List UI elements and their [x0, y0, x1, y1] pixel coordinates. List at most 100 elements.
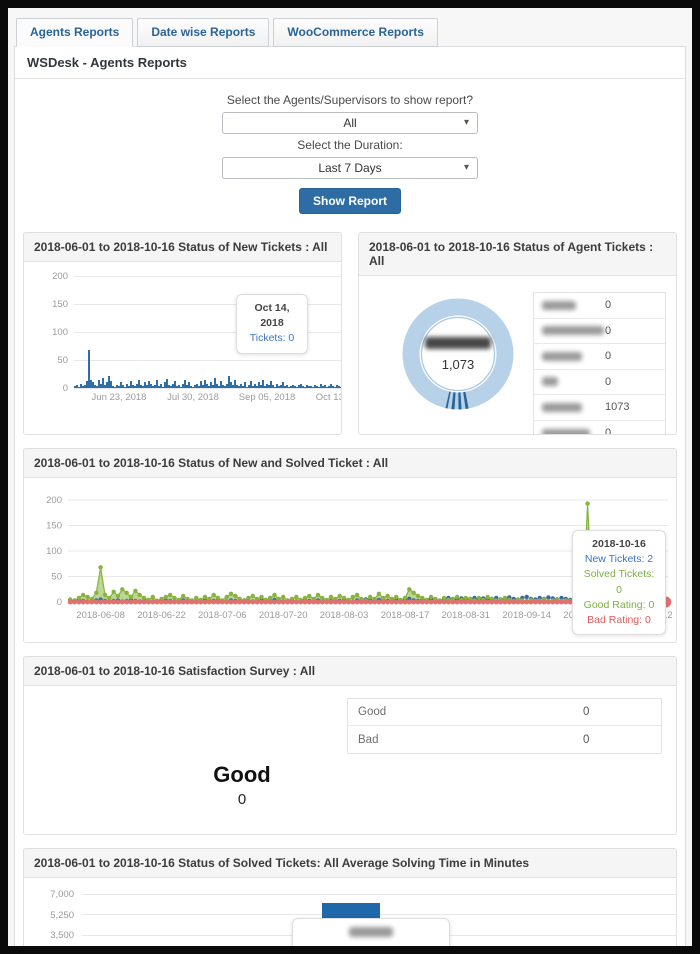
solved-tickets-dot — [81, 592, 86, 598]
bar — [140, 384, 142, 388]
redacted-status-label — [542, 377, 558, 387]
solved-tickets-dot — [485, 594, 490, 600]
rating-dot — [298, 599, 304, 605]
bar — [154, 384, 156, 388]
rating-dot — [524, 599, 530, 605]
rating-dot — [198, 599, 204, 605]
bar — [330, 383, 332, 388]
bar — [142, 385, 144, 388]
solved-tickets-dot — [111, 589, 116, 594]
bar — [98, 380, 100, 388]
rating-dot — [537, 599, 543, 605]
y-axis-label: 7,000 — [50, 889, 74, 900]
rating-dot — [89, 599, 95, 605]
donut-svg — [402, 298, 514, 410]
rating-dot — [315, 599, 321, 605]
table-row: 0 — [534, 293, 665, 319]
status-count: 0 — [605, 350, 612, 363]
agents-select-value: All — [343, 116, 357, 130]
bar — [130, 381, 132, 388]
rating-dot — [111, 599, 117, 605]
bar — [334, 386, 336, 388]
bar — [164, 382, 166, 388]
bar — [132, 384, 134, 388]
rating-dot — [367, 599, 373, 605]
bar — [84, 384, 86, 388]
bar — [86, 381, 88, 388]
table-row: 0 — [534, 319, 665, 344]
bar — [210, 382, 212, 388]
bar — [166, 379, 168, 388]
bar — [200, 381, 202, 388]
rating-dot — [76, 599, 82, 605]
solved-tickets-dot — [115, 593, 121, 599]
bar — [74, 386, 76, 388]
rating-dot — [567, 599, 573, 605]
bar — [136, 383, 138, 388]
panel-solving-time: 2018-06-01 to 2018-10-16 Status of Solve… — [23, 848, 677, 946]
rating-dot — [176, 599, 182, 605]
solved-tickets-dot — [407, 587, 412, 592]
bar — [220, 381, 222, 388]
reports-page: Agents Reports Date wise Reports WooComm… — [8, 8, 692, 946]
solved-tickets-dot — [202, 594, 208, 600]
bar — [106, 382, 108, 388]
bar — [180, 386, 182, 388]
solved-tickets-dot — [233, 593, 238, 599]
rating-dot — [472, 599, 477, 605]
bar — [174, 381, 176, 388]
rating-dot — [437, 599, 443, 605]
bar — [312, 386, 314, 388]
rating-dot — [345, 599, 351, 605]
redacted-status-label — [542, 326, 604, 336]
rating-dot — [267, 599, 273, 605]
rating-dot — [289, 599, 295, 605]
redacted-status-label — [542, 300, 576, 310]
x-axis-label: 2018-07-06 — [198, 610, 247, 621]
x-axis-label: Jun 23, 2018 — [91, 392, 147, 403]
bar — [252, 385, 254, 388]
tab-agents-reports[interactable]: Agents Reports — [16, 18, 134, 47]
bar — [272, 384, 274, 388]
agents-select[interactable]: All ▾ — [222, 112, 478, 134]
y-axis-label: 50 — [51, 572, 62, 583]
y-axis-label: 0 — [57, 597, 62, 608]
bar — [238, 386, 240, 388]
satisfaction-big-label: Good 0 — [182, 762, 302, 808]
bar — [114, 386, 116, 388]
rating-dot — [224, 599, 230, 605]
table-row: 1073 — [534, 395, 665, 421]
solved-tickets-dot — [181, 593, 186, 599]
bar — [232, 385, 234, 388]
donut-chart[interactable]: 1,073 — [383, 282, 533, 428]
new-tickets-dot — [546, 595, 551, 600]
tab-woocommerce-reports[interactable]: WooCommerce Reports — [273, 18, 438, 47]
bar — [100, 383, 102, 388]
rating-dot — [159, 599, 164, 605]
bar — [260, 384, 262, 388]
tab-date-wise-reports[interactable]: Date wise Reports — [137, 18, 270, 47]
rating-dot — [137, 599, 143, 605]
rating-dot — [167, 599, 173, 605]
bar — [112, 385, 114, 388]
rating-dot — [124, 599, 130, 605]
solved-tickets-dot — [137, 592, 142, 598]
solved-tickets-dot — [502, 595, 508, 601]
bar — [336, 385, 338, 388]
show-report-button[interactable]: Show Report — [299, 188, 401, 214]
rating-dot — [337, 599, 343, 605]
redacted-status-label — [542, 351, 582, 361]
chevron-down-icon: ▾ — [463, 117, 469, 128]
rating-dot — [419, 599, 425, 605]
bar — [292, 384, 294, 388]
duration-select[interactable]: Last 7 Days ▾ — [222, 157, 478, 179]
bar — [120, 382, 122, 388]
gridline — [74, 275, 341, 277]
solved-tickets-dot — [411, 590, 416, 595]
bar — [202, 384, 204, 388]
chevron-down-icon: ▾ — [463, 162, 469, 173]
bar — [246, 386, 248, 388]
rating-dot — [272, 599, 277, 605]
solved-tickets-dot — [272, 592, 277, 598]
bar — [204, 379, 206, 388]
